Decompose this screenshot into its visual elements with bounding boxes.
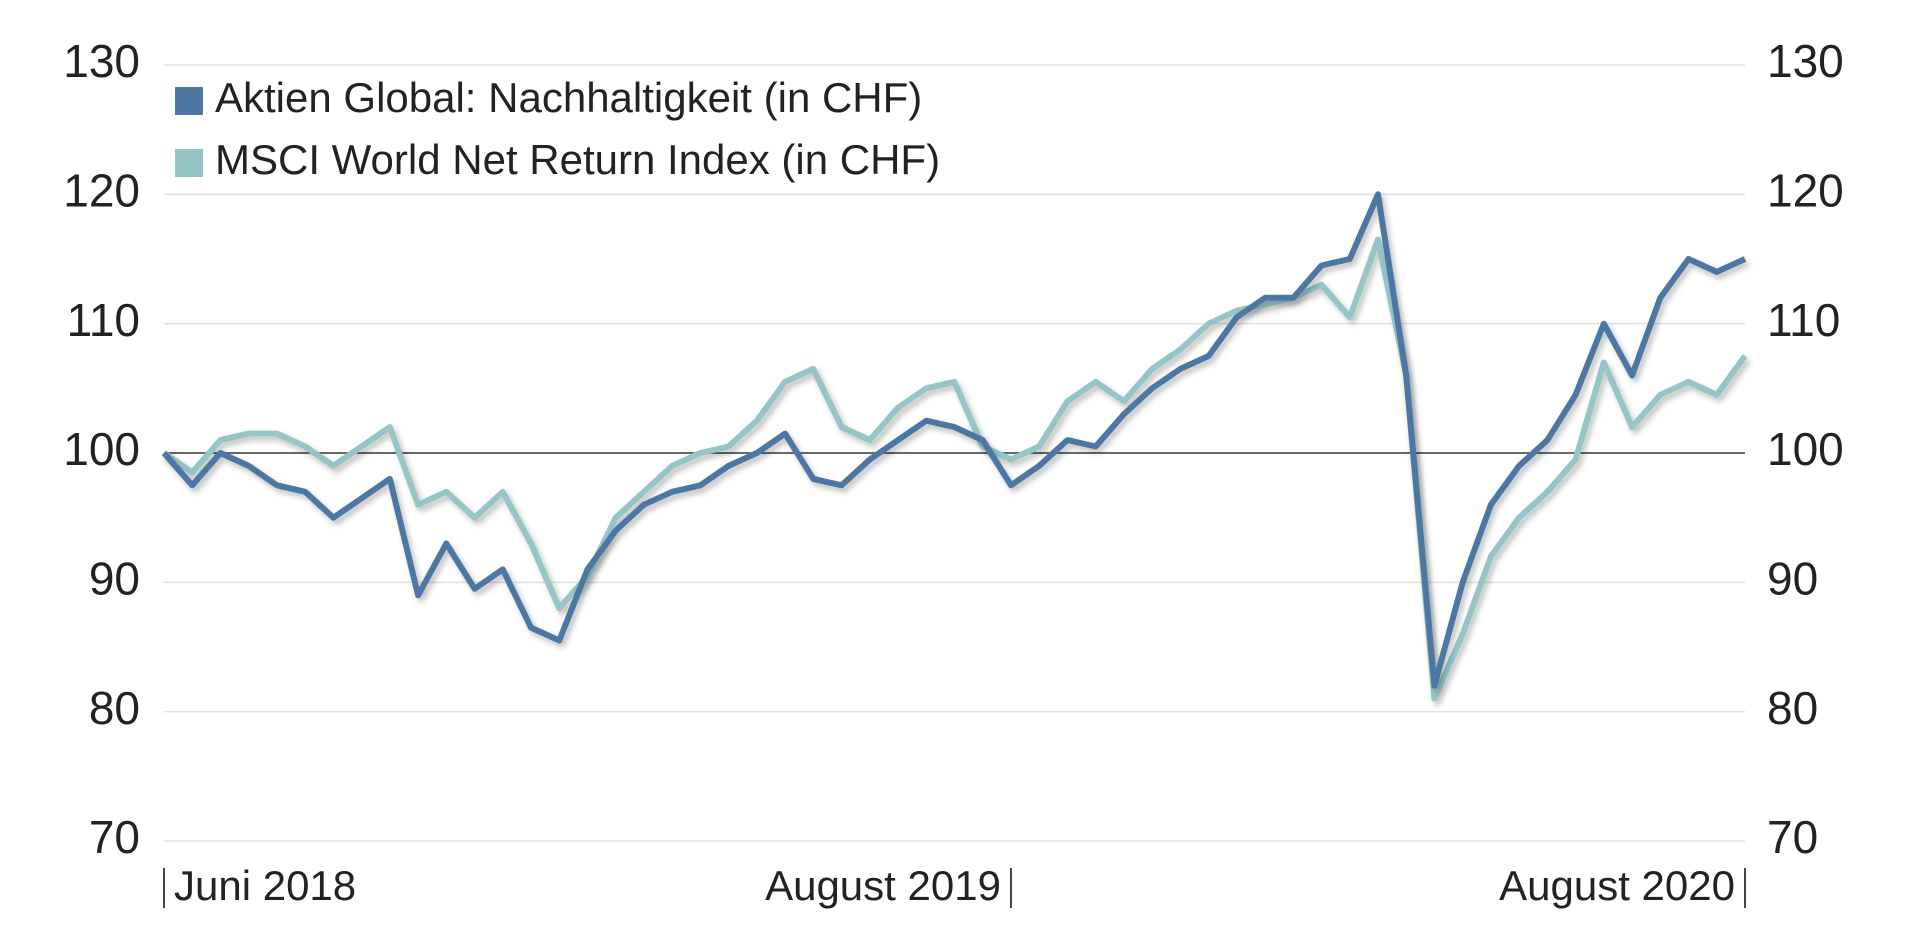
x-tick-label: August 2020 xyxy=(1499,862,1735,909)
y-tick-label: 130 xyxy=(63,35,140,87)
x-tick-label: August 2019 xyxy=(765,862,1001,909)
legend-label: MSCI World Net Return Index (in CHF) xyxy=(215,136,940,183)
y2-tick-label: 130 xyxy=(1767,35,1844,87)
y2-tick-label: 110 xyxy=(1767,294,1840,346)
y2-tick-label: 90 xyxy=(1767,552,1818,604)
y-tick-label: 80 xyxy=(89,682,140,734)
y-tick-label: 90 xyxy=(89,552,140,604)
legend-label: Aktien Global: Nachhaltigkeit (in CHF) xyxy=(215,74,922,121)
y-tick-label: 70 xyxy=(89,811,140,863)
legend-swatch xyxy=(175,87,203,115)
y-tick-label: 110 xyxy=(67,294,140,346)
legend-swatch xyxy=(175,149,203,177)
y2-tick-label: 100 xyxy=(1767,423,1844,475)
series-line xyxy=(161,191,1747,689)
series-line xyxy=(162,236,1748,702)
y2-tick-label: 70 xyxy=(1767,811,1818,863)
y2-tick-label: 80 xyxy=(1767,682,1818,734)
x-tick-label: Juni 2018 xyxy=(174,862,356,909)
y-tick-label: 100 xyxy=(63,423,140,475)
y2-tick-label: 120 xyxy=(1767,164,1844,216)
y-tick-label: 120 xyxy=(63,164,140,216)
